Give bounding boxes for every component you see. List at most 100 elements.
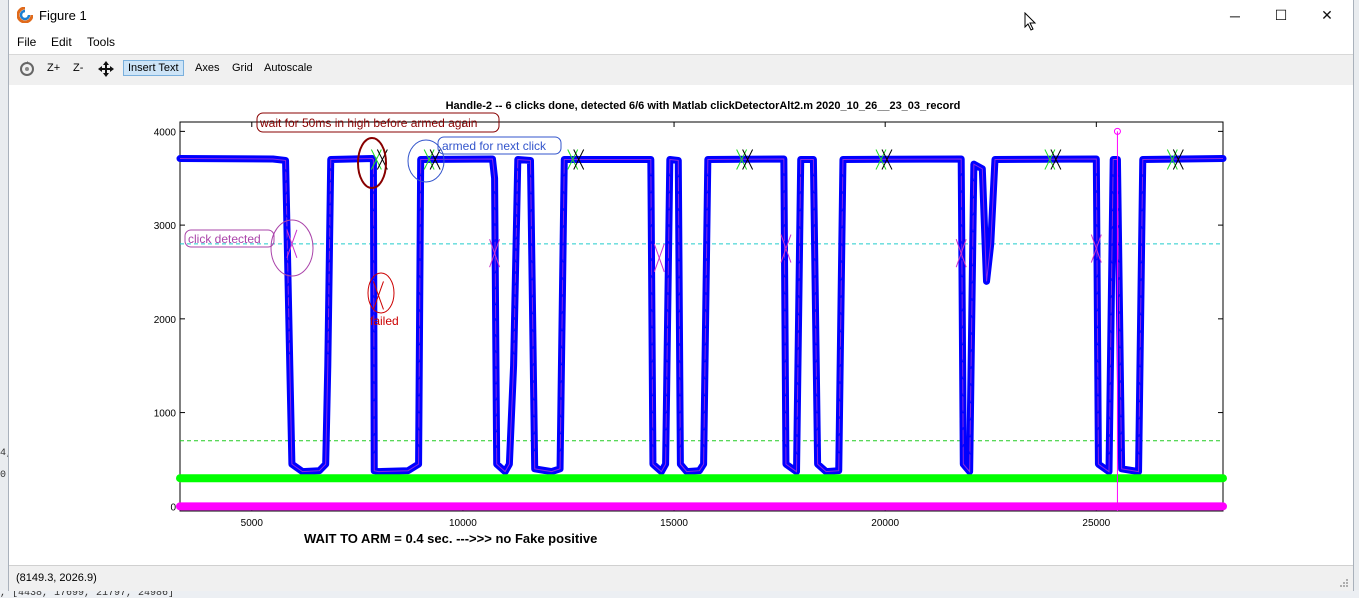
chart-title: Handle-2 -- 6 clicks done, detected 6/6 … [446,100,961,112]
signal-point-marker: * [494,365,498,376]
signal-point-marker: * [327,270,331,281]
signal-point-marker: * [837,449,841,460]
grid-button[interactable]: Grid [232,62,253,74]
signal-point-marker: * [651,409,655,420]
background-window-bottom [0,590,1359,598]
window-title: Figure 1 [39,8,87,23]
signal-point-marker: * [561,241,565,252]
zoom-out-button[interactable]: Z- [73,62,84,74]
signal-point-marker: * [784,426,788,437]
signal-point-marker: * [558,448,562,459]
signal-point-marker: * [1096,325,1100,336]
signal-point-marker: * [1117,259,1121,270]
insert-text-button[interactable]: Insert Text [123,60,184,76]
signal-point-marker: * [797,294,801,305]
signal-point-marker: * [797,312,801,323]
signal-point-marker: * [651,443,655,454]
maximize-button[interactable]: ☐ [1258,0,1304,31]
title-bar[interactable]: Figure 1 ─ ☐ ✕ [9,0,1353,31]
signal-point-marker: * [372,346,376,357]
maximize-icon: ☐ [1274,7,1288,23]
signal-point-marker: * [702,426,706,437]
signal-point-marker: * [287,339,291,350]
matlab-logo-icon [17,7,33,23]
signal-point-marker: * [417,426,421,437]
signal-point-marker: * [972,177,976,188]
figure-window: Figure 1 ─ ☐ ✕ File Edit Tools Z+ Z- Ins… [8,0,1354,591]
signal-point-marker: * [1095,223,1099,234]
signal-point-marker: * [960,206,964,217]
signal-point-marker: * [327,282,331,293]
signal-point-marker: * [529,208,533,219]
signal-point-marker: * [372,398,376,409]
signal-point-marker: * [782,223,786,234]
signal-point-marker: * [961,443,965,454]
signal-point-marker: * [561,259,565,270]
zoom-in-button[interactable]: Z+ [47,62,61,74]
minimize-button[interactable]: ─ [1212,0,1258,31]
rotate-icon[interactable] [19,61,35,77]
signal-point-marker: * [840,207,844,218]
signal-point-marker: * [514,224,518,235]
highlight-ellipse-armed [407,139,445,183]
signal-point-marker: * [1095,257,1099,268]
signal-point-marker: * [678,359,682,370]
signal-point-marker: * [796,346,800,357]
signal-point-marker: * [418,223,422,234]
signal-point-marker: * [532,379,536,390]
status-bar: (8149.3, 2026.9) [9,565,1353,591]
signal-point-marker: * [532,431,536,442]
menu-file[interactable]: File [17,35,37,49]
signal-point-marker: * [960,308,964,319]
signal-point-marker: * [328,190,332,201]
signal-point-marker: * [677,275,681,286]
signal-point-marker: * [678,393,682,404]
signal-point-marker: * [649,206,653,217]
signal-point-marker: * [1117,293,1121,304]
signal-point-marker: * [326,316,330,327]
signal-point-marker: * [1095,189,1099,200]
signal-point-marker: * [815,426,819,437]
signal-point-marker: * [677,190,681,201]
signal-point-marker: * [418,274,422,285]
figure-chart[interactable]: Handle-2 -- 6 clicks done, detected 6/6 … [9,85,1353,565]
signal-point-marker: * [664,426,668,437]
signal-point-marker: * [494,333,498,344]
signal-point-marker: * [970,331,974,342]
mouse-cursor-icon [1024,12,1037,31]
signal-point-marker: * [798,190,802,201]
axes-button[interactable]: Axes [195,62,220,74]
armed-marker-green [1044,149,1056,170]
signal-point-marker: * [1118,327,1122,338]
signal-point-marker: * [959,189,963,200]
y-tick-label: 2000 [154,315,177,326]
pan-icon[interactable] [98,61,114,77]
signal-point-marker: * [650,325,654,336]
background-fragment: 0 [0,470,7,481]
signal-point-marker: * [515,201,519,212]
signal-point-marker: * [1109,312,1113,323]
signal-point-marker: * [327,247,331,258]
menu-tools[interactable]: Tools [87,35,116,49]
signal-point-marker: * [328,178,332,189]
signal-point-marker: * [326,327,330,338]
signal-point-marker: * [513,316,517,327]
signal-point-marker: * [961,409,965,420]
signal-point-marker: * [839,277,843,288]
signal-point-marker: * [372,242,376,253]
signal-point-marker: * [494,349,498,360]
signal-point-marker: * [512,350,516,361]
signal-point-marker: * [795,450,799,461]
menu-edit[interactable]: Edit [51,35,72,49]
autoscale-button[interactable]: Autoscale [264,62,313,74]
signal-point-marker: * [960,325,964,336]
signal-point-marker: * [795,398,799,409]
signal-point-marker: * [677,207,681,218]
y-tick-label: 3000 [154,221,177,232]
background-fragment: 4, [0,448,13,459]
signal-point-marker: * [960,240,964,251]
signal-point-marker: * [815,392,819,403]
close-button[interactable]: ✕ [1304,0,1350,31]
signal-point-marker: * [1119,413,1123,424]
resize-grip-icon[interactable] [1339,578,1349,588]
